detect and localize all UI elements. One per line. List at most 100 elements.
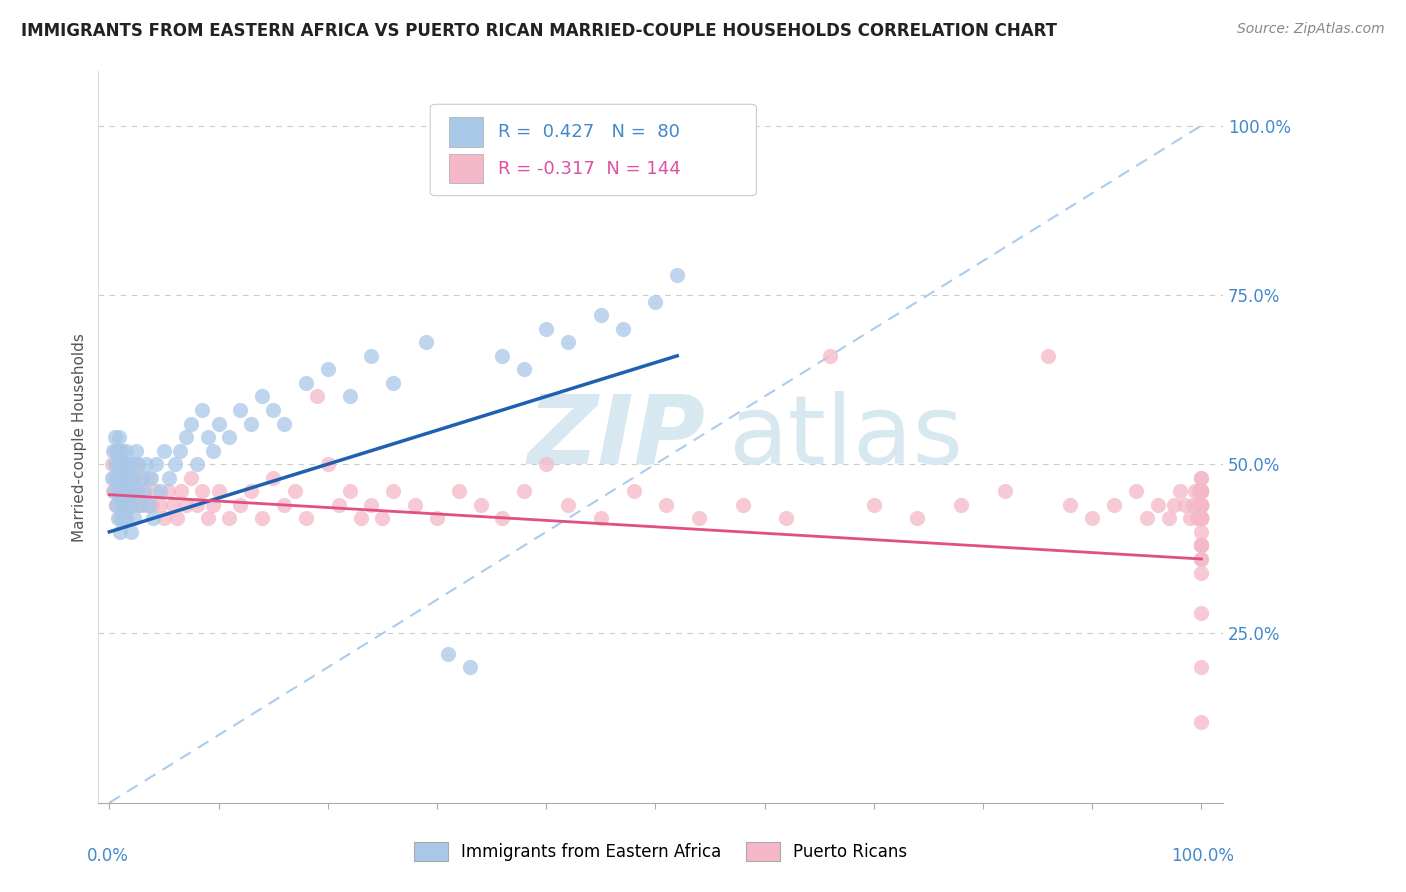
Point	[1185, 511, 1208, 525]
Point	[818, 349, 841, 363]
Point	[655, 498, 678, 512]
Point	[174, 498, 197, 512]
Point	[262, 403, 284, 417]
Point	[1038, 349, 1060, 363]
Point	[1102, 498, 1125, 512]
Point	[252, 389, 274, 403]
Text: Source: ZipAtlas.com: Source: ZipAtlas.com	[1237, 22, 1385, 37]
Point	[1189, 498, 1212, 512]
Point	[316, 457, 339, 471]
Point	[1081, 511, 1104, 525]
Point	[1189, 511, 1212, 525]
Point	[1136, 511, 1159, 525]
Point	[950, 498, 973, 512]
Point	[157, 471, 180, 485]
Point	[1187, 498, 1209, 512]
Point	[1189, 524, 1212, 539]
Point	[107, 457, 129, 471]
Text: IMMIGRANTS FROM EASTERN AFRICA VS PUERTO RICAN MARRIED-COUPLE HOUSEHOLDS CORRELA: IMMIGRANTS FROM EASTERN AFRICA VS PUERTO…	[21, 22, 1057, 40]
Point	[1189, 498, 1212, 512]
Point	[120, 484, 142, 499]
Point	[218, 430, 240, 444]
Point	[589, 308, 612, 322]
Point	[157, 484, 180, 499]
Point	[1189, 471, 1212, 485]
Point	[1189, 511, 1212, 525]
Point	[1189, 511, 1212, 525]
Point	[104, 498, 127, 512]
Point	[114, 498, 136, 512]
Point	[666, 268, 689, 282]
Point	[1189, 511, 1212, 525]
Point	[295, 511, 318, 525]
Text: 0.0%: 0.0%	[87, 847, 129, 864]
Point	[100, 471, 122, 485]
Point	[197, 511, 219, 525]
Point	[1189, 498, 1212, 512]
Point	[174, 430, 197, 444]
FancyBboxPatch shape	[450, 154, 484, 183]
Point	[447, 484, 470, 499]
Point	[110, 498, 132, 512]
Text: ZIP: ZIP	[527, 391, 706, 483]
Point	[169, 443, 191, 458]
Point	[589, 511, 612, 525]
Point	[110, 484, 132, 499]
Point	[1189, 538, 1212, 552]
Point	[138, 471, 160, 485]
Point	[101, 484, 124, 499]
Point	[1125, 484, 1147, 499]
Point	[108, 484, 131, 499]
Y-axis label: Married-couple Households: Married-couple Households	[72, 333, 87, 541]
Point	[339, 389, 361, 403]
Point	[1189, 511, 1212, 525]
Point	[114, 511, 136, 525]
Point	[534, 457, 557, 471]
Point	[104, 443, 127, 458]
Point	[186, 457, 208, 471]
Point	[148, 484, 170, 499]
Point	[114, 511, 136, 525]
Point	[111, 511, 134, 525]
Point	[1189, 484, 1212, 499]
Point	[141, 498, 163, 512]
Point	[103, 484, 125, 499]
Point	[145, 457, 167, 471]
Point	[623, 484, 645, 499]
Point	[470, 498, 492, 512]
Point	[1189, 566, 1212, 580]
Point	[775, 511, 797, 525]
Point	[1189, 498, 1212, 512]
Point	[328, 498, 350, 512]
Point	[1189, 498, 1212, 512]
Point	[229, 403, 252, 417]
Point	[110, 491, 132, 505]
Point	[1189, 660, 1212, 674]
Point	[339, 484, 361, 499]
Point	[252, 511, 274, 525]
Point	[360, 349, 382, 363]
Point	[103, 471, 125, 485]
Point	[207, 484, 229, 499]
Point	[108, 471, 131, 485]
Point	[186, 498, 208, 512]
Point	[118, 471, 141, 485]
Point	[1189, 484, 1212, 499]
Point	[731, 498, 754, 512]
Point	[122, 471, 145, 485]
FancyBboxPatch shape	[450, 118, 484, 146]
Text: atlas: atlas	[728, 391, 963, 483]
Point	[1189, 484, 1212, 499]
Point	[1189, 498, 1212, 512]
Point	[202, 443, 225, 458]
Point	[163, 457, 186, 471]
Point	[262, 471, 284, 485]
Point	[104, 430, 127, 444]
Point	[101, 443, 124, 458]
Point	[134, 484, 156, 499]
Point	[415, 335, 437, 350]
Point	[121, 484, 143, 499]
Point	[110, 457, 132, 471]
Point	[426, 511, 449, 525]
Point	[138, 498, 160, 512]
